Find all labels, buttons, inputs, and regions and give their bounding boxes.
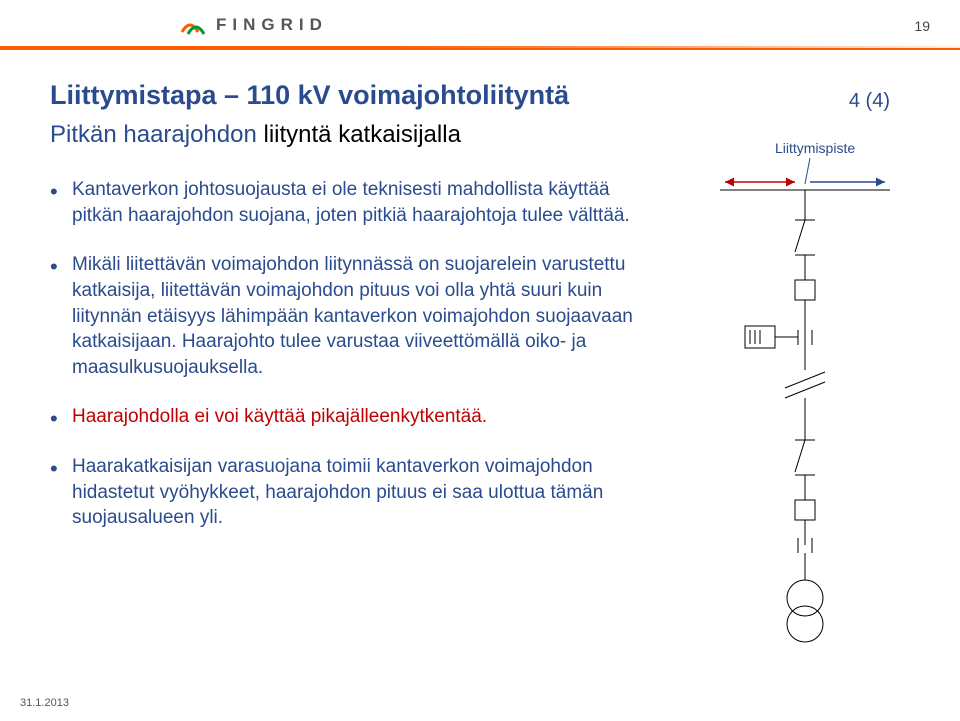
footer-date: 31.1.2013 xyxy=(20,697,69,709)
page-number: 19 xyxy=(914,18,930,34)
header: FINGRID 19 xyxy=(0,0,960,60)
diagram-svg xyxy=(690,140,920,670)
page-subtitle: Pitkän haarajohdon liityntä katkaisijall… xyxy=(50,121,650,149)
page-title: Liittymistapa – 110 kV voimajohtoliitynt… xyxy=(50,80,650,111)
logo: FINGRID xyxy=(180,12,328,38)
single-line-diagram: Liittymispiste xyxy=(690,140,920,670)
header-divider xyxy=(0,46,960,50)
subtitle-main: liityntä katkaisijalla xyxy=(264,121,461,148)
bullet-item: Mikäli liitettävän voimajohdon liitynnäs… xyxy=(50,252,650,380)
page-counter: 4 (4) xyxy=(849,90,890,113)
bullet-item: Haarajohdolla ei voi käyttää pikajälleen… xyxy=(50,404,650,430)
diagram-label: Liittymispiste xyxy=(775,140,855,156)
subtitle-prefix: Pitkän haarajohdon xyxy=(50,121,264,148)
logo-icon xyxy=(180,12,210,38)
content-area: Liittymistapa – 110 kV voimajohtoliitynt… xyxy=(50,80,650,555)
bullet-list: Kantaverkon johtosuojausta ei ole teknis… xyxy=(50,177,650,531)
bullet-item: Haarakatkaisijan varasuojana toimii kant… xyxy=(50,454,650,531)
logo-text: FINGRID xyxy=(216,15,328,35)
bullet-item: Kantaverkon johtosuojausta ei ole teknis… xyxy=(50,177,650,228)
